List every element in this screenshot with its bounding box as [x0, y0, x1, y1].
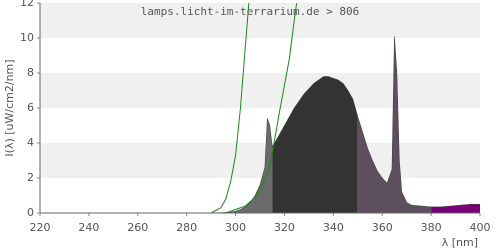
y-tick-label: 12 — [20, 0, 34, 9]
axes: 0 2 4 6 8 10 12 220 240 260 280 300 320 340 360 380 400 — [20, 0, 491, 234]
x-tick-label: 260 — [127, 221, 148, 234]
plot-area — [210, 3, 480, 213]
spectrum-line — [211, 36, 480, 213]
x-tick-label: 320 — [274, 221, 295, 234]
grid-band — [40, 73, 480, 108]
y-tick-label: 0 — [27, 206, 34, 219]
x-tick-label: 300 — [225, 221, 246, 234]
action-curve — [210, 3, 250, 213]
x-tick-label: 360 — [372, 221, 393, 234]
x-tick-label: 380 — [421, 221, 442, 234]
grid-bands — [40, 3, 480, 178]
y-tick-label: 8 — [27, 66, 34, 79]
grid-band — [40, 3, 480, 38]
action-curve — [225, 3, 298, 213]
y-tick-label: 6 — [27, 101, 34, 114]
x-tick-label: 400 — [470, 221, 491, 234]
x-tick-label: 340 — [323, 221, 344, 234]
x-tick-label: 280 — [176, 221, 197, 234]
y-axis-label: I(λ) [uW/cm2/nm] — [3, 59, 16, 156]
y-tick-label: 10 — [20, 31, 34, 44]
grid-band — [40, 143, 480, 178]
x-tick-label: 220 — [30, 221, 51, 234]
y-tick-label: 2 — [27, 171, 34, 184]
y-tick-label: 4 — [27, 136, 34, 149]
chart-title: lamps.licht-im-terrarium.de > 806 — [141, 5, 360, 18]
x-tick-label: 240 — [78, 221, 99, 234]
x-axis-label: λ [nm] — [442, 236, 478, 249]
